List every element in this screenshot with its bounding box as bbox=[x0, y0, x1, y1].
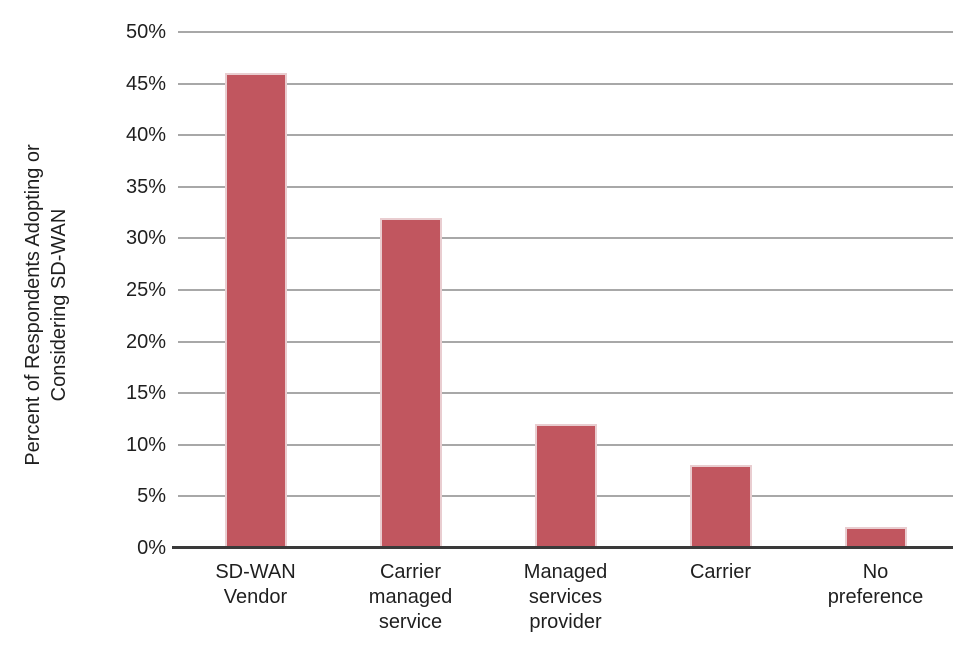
y-tick-label: 30% bbox=[125, 227, 166, 250]
bar-no-preference bbox=[844, 527, 907, 548]
y-tick-label: 40% bbox=[125, 124, 166, 147]
gridline bbox=[178, 392, 953, 395]
y-tick-label: 50% bbox=[125, 21, 166, 43]
y-tick-label: 0% bbox=[137, 537, 166, 559]
x-axis-line bbox=[172, 546, 953, 549]
gridline bbox=[178, 134, 953, 137]
y-tick-label: 45% bbox=[125, 72, 166, 95]
x-category-label: No preference bbox=[827, 561, 924, 608]
bar-slot bbox=[643, 32, 798, 548]
bar-slot bbox=[798, 32, 953, 548]
bar-managed-services-provider bbox=[534, 424, 597, 548]
y-tick-label: 20% bbox=[125, 330, 166, 353]
bar-slot bbox=[333, 32, 488, 548]
gridline bbox=[178, 237, 953, 240]
bar-carrier-managed-service bbox=[379, 217, 442, 548]
gridline bbox=[178, 82, 953, 85]
x-category-label: Carrier managed service bbox=[368, 561, 453, 633]
bar-series bbox=[178, 32, 953, 548]
bar-slot bbox=[488, 32, 643, 548]
y-tick-label: 25% bbox=[125, 279, 166, 301]
x-category-label: SD-WAN Vendor bbox=[215, 561, 296, 608]
x-axis-labels: SD-WAN Vendor Carrier managed service Mana… bbox=[178, 560, 953, 635]
bar-slot bbox=[178, 32, 333, 548]
x-category-label: Managed services provider bbox=[523, 561, 608, 633]
plot-area bbox=[178, 31, 953, 548]
y-tick-label: 35% bbox=[125, 175, 166, 198]
gridline bbox=[178, 185, 953, 188]
bar-sd-wan-vendor bbox=[224, 73, 287, 548]
y-tick-label: 10% bbox=[125, 433, 166, 456]
y-tick-label: 15% bbox=[125, 382, 166, 405]
gridline bbox=[178, 31, 953, 33]
gridline bbox=[178, 340, 953, 343]
x-category-label: Carrier bbox=[689, 561, 752, 583]
y-axis-tick-labels: 0% 5% 10% 15% 20% 25% 30% 35% 40% 45% 50% bbox=[0, 21, 166, 559]
bar-carrier bbox=[689, 465, 752, 548]
gridline bbox=[178, 289, 953, 291]
y-tick-label: 5% bbox=[137, 485, 166, 508]
